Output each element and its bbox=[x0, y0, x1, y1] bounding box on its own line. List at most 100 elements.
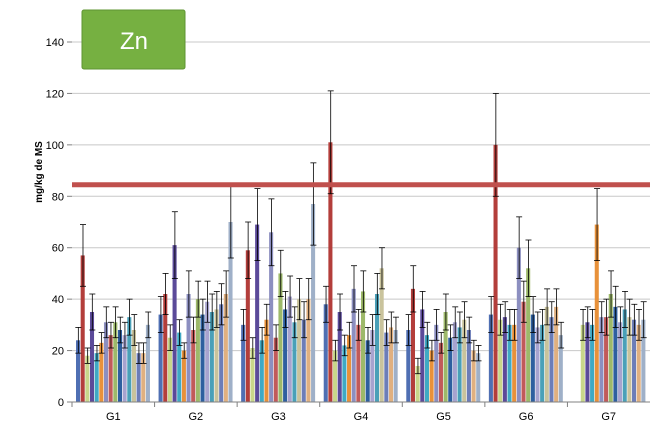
bar bbox=[521, 301, 526, 402]
bar bbox=[471, 350, 476, 402]
bar bbox=[181, 350, 186, 402]
bars bbox=[76, 142, 646, 403]
bar bbox=[283, 309, 288, 402]
bar bbox=[388, 327, 394, 402]
bar bbox=[163, 294, 168, 402]
bar bbox=[393, 330, 398, 402]
bar bbox=[94, 353, 99, 402]
bar bbox=[122, 335, 127, 402]
y-tick-label: 20 bbox=[52, 346, 64, 358]
bar bbox=[103, 322, 109, 402]
title-badge-box bbox=[81, 9, 186, 70]
x-tick-label: G1 bbox=[106, 411, 121, 423]
chart-title: Zn bbox=[120, 28, 148, 55]
bar bbox=[127, 317, 132, 402]
bar bbox=[186, 294, 191, 402]
y-axis-ticks: 0 20 40 60 80 100 120 140 bbox=[46, 37, 72, 409]
bar bbox=[379, 268, 384, 402]
bar bbox=[76, 340, 81, 402]
bar bbox=[608, 294, 613, 402]
bar bbox=[544, 306, 549, 402]
bar bbox=[420, 309, 425, 402]
bar bbox=[191, 330, 196, 402]
bar bbox=[287, 296, 292, 402]
bar bbox=[195, 299, 200, 402]
bar bbox=[438, 342, 443, 402]
x-tick-label: G2 bbox=[189, 411, 204, 423]
bar bbox=[205, 301, 210, 402]
x-tick-label: G3 bbox=[271, 411, 286, 423]
bar bbox=[370, 330, 375, 402]
bar bbox=[278, 273, 283, 402]
bar bbox=[512, 324, 517, 402]
bar bbox=[292, 322, 297, 402]
bar bbox=[374, 294, 380, 402]
bar bbox=[323, 304, 328, 402]
bar bbox=[177, 332, 182, 402]
bar bbox=[80, 255, 85, 402]
bar bbox=[457, 327, 462, 402]
bar bbox=[297, 299, 302, 402]
bar bbox=[452, 322, 457, 402]
bar bbox=[384, 332, 389, 402]
x-axis-ticks: G1 G2 G3 G4 G5 G6 G7 bbox=[71, 402, 616, 423]
bar bbox=[99, 342, 104, 402]
bar bbox=[245, 250, 250, 402]
bar bbox=[507, 324, 512, 402]
bar bbox=[476, 353, 481, 402]
bar bbox=[131, 330, 136, 402]
bar bbox=[502, 317, 507, 402]
bar bbox=[342, 345, 347, 402]
error-bars bbox=[75, 90, 647, 375]
bar bbox=[141, 353, 146, 402]
x-tick-label: G4 bbox=[354, 411, 369, 423]
bar bbox=[443, 312, 448, 402]
bar bbox=[228, 222, 233, 402]
bar bbox=[301, 319, 306, 402]
title-badge: Zn bbox=[81, 9, 186, 70]
bar bbox=[351, 288, 356, 402]
bar bbox=[311, 204, 316, 402]
bar bbox=[356, 324, 361, 402]
bar bbox=[209, 312, 214, 402]
bar bbox=[269, 232, 274, 402]
bar bbox=[136, 353, 141, 402]
bar bbox=[89, 312, 95, 402]
bar bbox=[255, 224, 260, 402]
bar bbox=[273, 337, 278, 402]
bar bbox=[113, 322, 118, 402]
bar bbox=[434, 324, 439, 402]
bar bbox=[641, 319, 646, 402]
bar bbox=[361, 291, 366, 402]
bar bbox=[462, 319, 467, 402]
bar bbox=[172, 245, 177, 402]
bar bbox=[540, 324, 545, 402]
bar bbox=[590, 324, 595, 402]
bar bbox=[333, 350, 338, 402]
bar bbox=[406, 330, 411, 402]
bar bbox=[108, 335, 113, 402]
y-tick-label: 40 bbox=[52, 294, 64, 306]
y-axis-title: mg/kg de MS bbox=[34, 141, 45, 203]
y-tick-label: 120 bbox=[46, 88, 64, 100]
bar bbox=[466, 330, 471, 402]
bar bbox=[365, 340, 370, 402]
bar bbox=[498, 319, 503, 402]
bar bbox=[117, 330, 123, 402]
bar bbox=[223, 294, 228, 402]
bar bbox=[306, 299, 311, 402]
x-tick-label: G6 bbox=[519, 411, 534, 423]
bar bbox=[632, 319, 637, 402]
bar bbox=[554, 306, 559, 402]
bar bbox=[328, 142, 333, 403]
bar bbox=[219, 304, 224, 402]
bar bbox=[488, 314, 493, 402]
bar bbox=[337, 312, 342, 402]
bar bbox=[530, 314, 535, 402]
bar bbox=[347, 335, 352, 402]
bar bbox=[580, 324, 585, 402]
y-tick-label: 60 bbox=[52, 243, 64, 255]
bar bbox=[599, 317, 604, 402]
x-tick-label: G5 bbox=[436, 411, 451, 423]
